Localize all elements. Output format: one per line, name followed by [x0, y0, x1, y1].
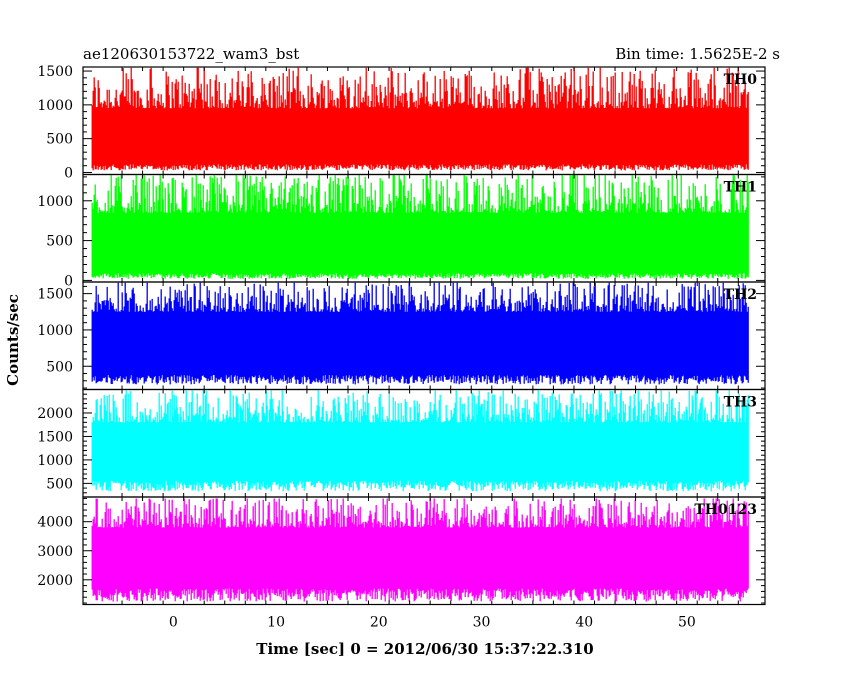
- x-tick-label: 40: [575, 615, 593, 631]
- x-axis-label: Time [sec] 0 = 2012/06/30 15:37:22.310: [256, 640, 593, 658]
- y-tick-label: 1000: [37, 98, 73, 114]
- panel-label: TH1: [724, 180, 757, 196]
- y-tick-label: 1000: [37, 323, 73, 339]
- series-th2: [91, 282, 749, 385]
- x-tick-label: 50: [678, 615, 696, 631]
- y-tick-label: 1500: [37, 287, 73, 303]
- y-tick-label: 500: [46, 234, 73, 250]
- series-th0123: [91, 498, 749, 602]
- y-tick-label: 2000: [37, 406, 73, 422]
- x-tick-label: 0: [169, 615, 178, 631]
- bin-time-label: Bin time: 1.5625E-2 s: [615, 45, 780, 63]
- x-tick-label: 10: [267, 615, 285, 631]
- panel-th1: 0 500 1000 TH1: [37, 173, 766, 289]
- chart-title: ae120630153722_wam3_bst: [83, 45, 299, 63]
- panel-label: TH0: [724, 72, 758, 88]
- x-tick-label: 30: [473, 615, 491, 631]
- y-tick-label: 3000: [37, 544, 73, 560]
- panel-label: TH3: [724, 395, 757, 411]
- y-tick-label: 2000: [37, 573, 73, 589]
- y-tick-label: 0: [64, 165, 73, 181]
- y-axis-label: Counts/sec: [4, 294, 22, 386]
- y-tick-label: 0: [64, 273, 73, 289]
- panel-th2: 500 1000 1500 TH2: [37, 281, 766, 391]
- panel-th0123: 2000 3000 4000 TH0123: [37, 496, 766, 606]
- series-th1: [91, 174, 749, 279]
- panel-th0: 0 500 1000 1500 TH0: [37, 64, 766, 181]
- y-tick-label: 500: [46, 476, 73, 492]
- y-tick-label: 1500: [37, 64, 73, 80]
- panel-label: TH0123: [694, 502, 757, 518]
- y-tick-label: 1000: [37, 194, 73, 210]
- panel-th3: 500 1000 1500 2000 TH3: [37, 388, 766, 498]
- panel-label: TH2: [724, 287, 757, 303]
- series-th3: [91, 390, 749, 492]
- y-tick-label: 500: [46, 359, 73, 375]
- y-tick-label: 1500: [37, 429, 73, 445]
- y-tick-label: 1000: [37, 453, 73, 469]
- series-th0: [91, 67, 749, 171]
- x-tick-label: 20: [370, 615, 388, 631]
- y-tick-label: 500: [46, 132, 73, 148]
- y-tick-label: 4000: [37, 515, 73, 531]
